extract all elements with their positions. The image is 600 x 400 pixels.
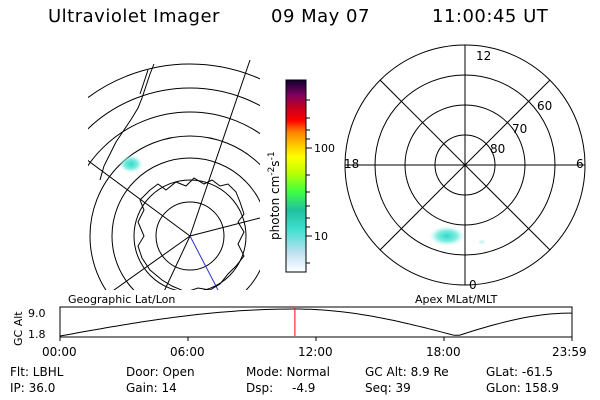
geographic-map [88,59,260,290]
mlt-label-0: 0 [469,278,477,292]
glat-status: GLat: -61.5 [486,365,553,379]
apex-panel-title: Apex MLat/MLT [415,293,498,306]
dsp-label: Dsp: [246,381,274,395]
gain-status: Gain: 14 [126,381,177,395]
xtick-1800: 18:00 [426,345,461,359]
ip-status: IP: 36.0 [10,381,56,395]
mlt-label-6: 6 [576,157,584,171]
filter-status: Flt: LBHL [10,365,64,379]
dsp-value: -4.9 [292,381,316,395]
altitude-ytick-high: 9.0 [28,307,46,320]
colorbar-tick-10: 10 [314,230,328,243]
altitude-curve [59,308,572,337]
colorbar-tick-100: 100 [314,142,335,155]
colorbar-label: photon cm-2s-1 [267,151,282,240]
door-status: Door: Open [126,365,195,379]
mlt-label-12: 12 [476,49,491,63]
xtick-2359: 23:59 [552,345,587,359]
mlat-label-70: 70 [512,122,527,136]
gc-alt-status: GC Alt: 8.9 Re [365,365,449,379]
new-zealand-coastline [99,63,155,181]
colorbar-ticks [306,99,312,264]
mode-status: Mode: Normal [246,365,330,379]
xtick-0600: 06:00 [170,345,205,359]
glon-status: GLon: 158.9 [486,381,559,395]
instrument-title: Ultraviolet Imager [48,6,220,27]
mlat-label-60: 60 [537,99,552,113]
mlat-label-80: 80 [490,142,505,156]
altitude-xticks [59,337,573,341]
altitude-ylabel: GC Alt [12,311,25,346]
time-label: 11:00:45 UT [432,6,549,27]
altitude-ytick-low: 1.8 [28,328,46,341]
mlt-label-18: 18 [344,157,359,171]
aurora-spot-geographic [119,155,143,173]
date-label: 09 May 07 [271,6,370,27]
seq-status: Seq: 39 [365,381,411,395]
apex-polar-plot [344,44,586,286]
colorbar [285,79,307,273]
antarctica-coastline [137,177,245,290]
xtick-0000: 00:00 [42,345,77,359]
altitude-plot-frame [59,306,573,338]
geo-panel-title: Geographic Lat/Lon [68,293,175,306]
aurora-spot-apex [429,226,465,246]
sun-meridian-line [189,235,219,290]
xtick-1200: 12:00 [298,345,333,359]
